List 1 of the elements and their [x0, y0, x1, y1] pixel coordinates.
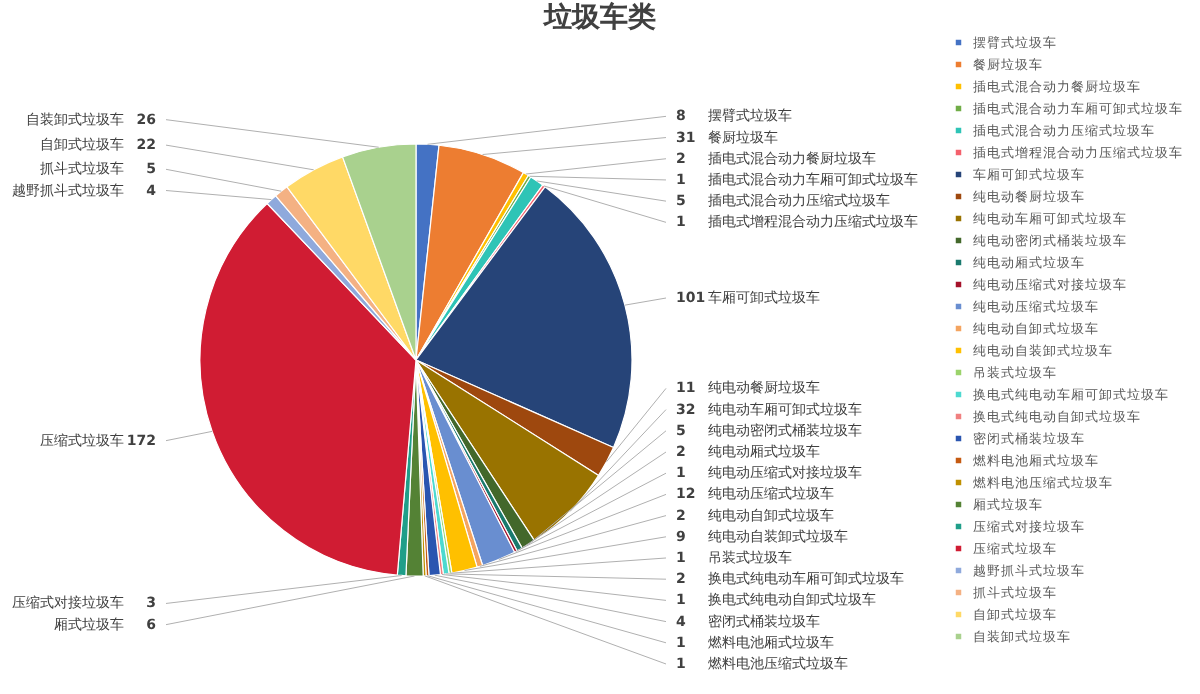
chart-title: 垃圾车类 — [542, 0, 656, 34]
